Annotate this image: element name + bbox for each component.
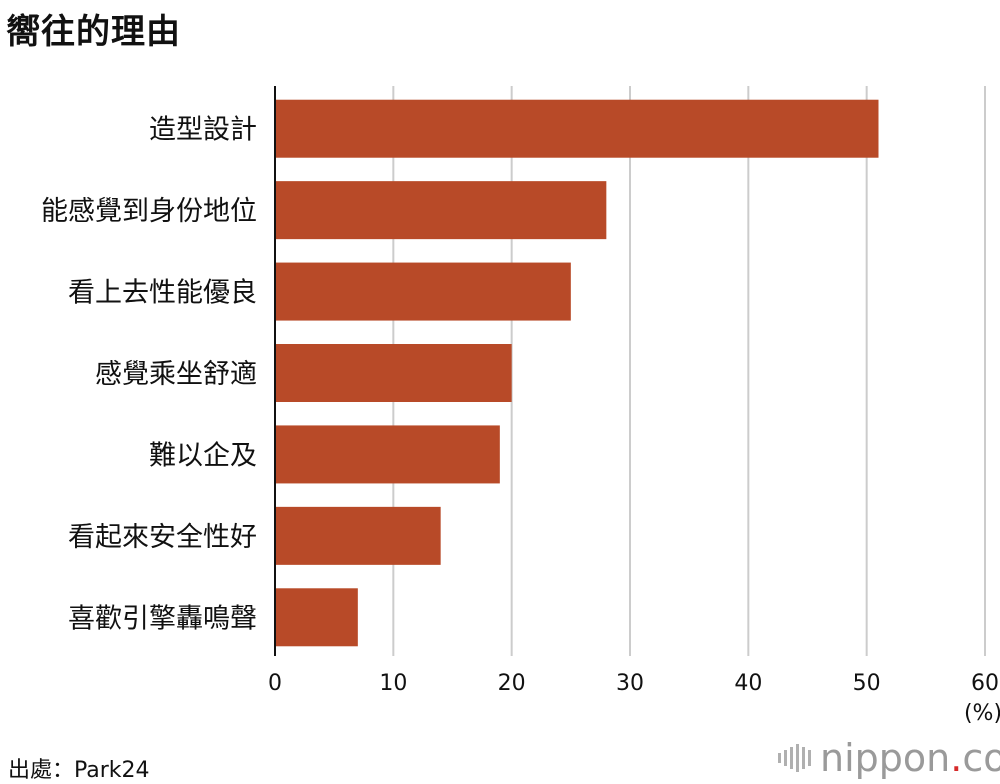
category-label-layer: 造型設計能感覺到身份地位看上去性能優良感覺乘坐舒適難以企及看起來安全性好喜歡引擎… xyxy=(41,115,257,635)
category-label: 看上去性能優良 xyxy=(68,278,257,309)
category-label: 造型設計 xyxy=(149,115,257,146)
bar xyxy=(275,99,879,158)
category-label: 難以企及 xyxy=(149,440,257,471)
brand-tld: com xyxy=(962,736,1000,780)
category-label: 感覺乘坐舒適 xyxy=(95,359,257,390)
bar xyxy=(275,425,500,484)
brand-dot: . xyxy=(950,736,963,780)
x-tick-label: 50 xyxy=(853,671,881,696)
source-note: 出處：Park24 xyxy=(8,758,150,783)
x-tick-label: 20 xyxy=(498,671,526,696)
x-tick-label: 60 xyxy=(971,671,999,696)
tick-label-layer: 0 10 20 30 40 50 60 xyxy=(268,671,999,696)
x-tick-label: 40 xyxy=(734,671,762,696)
bar-layer xyxy=(275,99,879,647)
category-label: 喜歡引擎轟鳴聲 xyxy=(68,603,257,634)
x-tick-label: 0 xyxy=(268,671,282,696)
x-tick-label: 30 xyxy=(616,671,644,696)
bar xyxy=(275,262,571,321)
bar xyxy=(275,506,441,565)
brand-name: nippon xyxy=(820,736,951,780)
x-axis-unit: (%) xyxy=(964,701,1000,726)
chart-title: 嚮往的理由 xyxy=(6,12,181,52)
category-label: 能感覺到身份地位 xyxy=(41,196,257,227)
bar xyxy=(275,181,607,240)
bar xyxy=(275,588,358,647)
x-tick-label: 10 xyxy=(379,671,407,696)
brand-logo: nippon.com xyxy=(778,736,1000,780)
bar xyxy=(275,344,512,402)
category-label: 看起來安全性好 xyxy=(68,522,257,553)
brand-bars-icon xyxy=(778,744,814,772)
